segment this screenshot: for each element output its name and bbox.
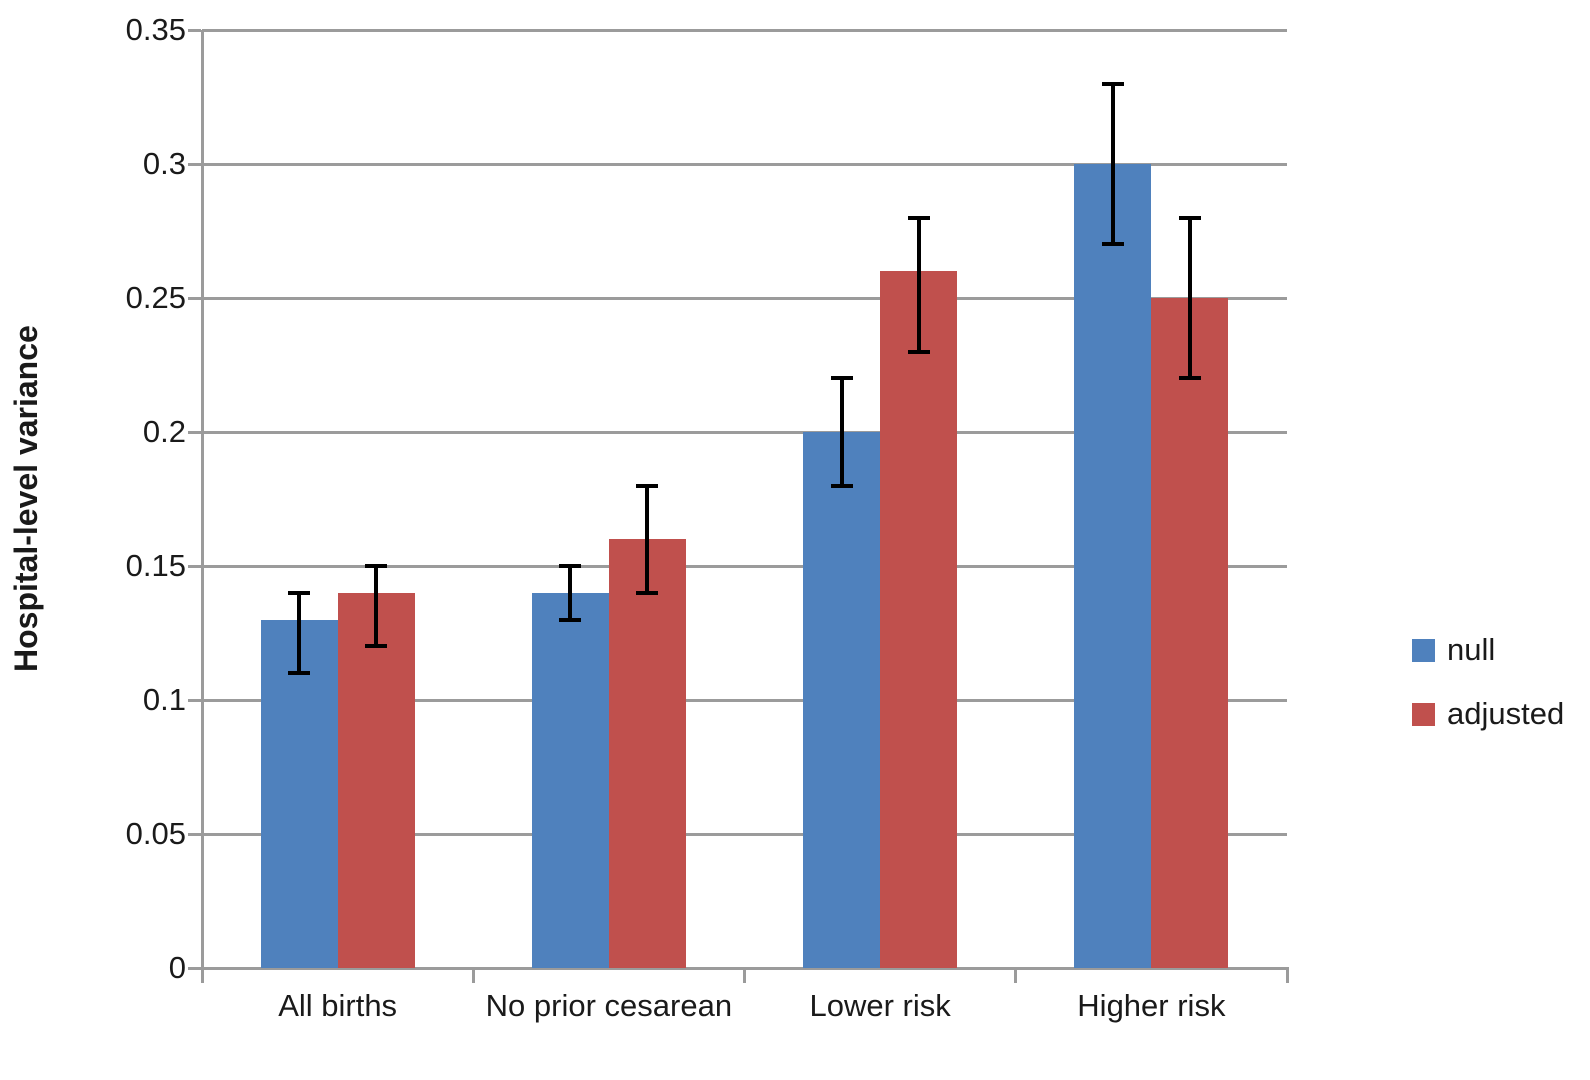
gridline <box>202 28 1287 32</box>
x-category-label: Higher risk <box>1077 988 1226 1023</box>
y-tick-label: 0.15 <box>125 548 186 583</box>
y-tick-label: 0.1 <box>142 682 186 717</box>
x-category-label: Lower risk <box>809 988 951 1023</box>
error-bar-adjusted <box>645 485 650 593</box>
error-bar-cap-top <box>636 483 659 488</box>
gridline <box>202 296 1287 300</box>
y-tick-label: 0 <box>168 950 186 985</box>
y-tick-label: 0.05 <box>125 816 186 851</box>
bar-null <box>531 592 609 968</box>
error-bar-cap-bottom <box>365 644 388 649</box>
legend-label: null <box>1447 632 1496 667</box>
y-axis-tick <box>188 832 201 836</box>
error-bar-cap-top <box>830 376 853 381</box>
legend-row: null <box>1412 628 1564 672</box>
x-axis-tick <box>1014 967 1018 983</box>
error-bar-cap-bottom <box>830 483 853 488</box>
x-axis-tick <box>200 967 204 983</box>
bar-adjusted <box>880 271 958 968</box>
error-bar-cap-bottom <box>1101 242 1124 247</box>
bar-adjusted <box>608 539 686 968</box>
y-tick-label: 0.3 <box>142 146 186 181</box>
error-bar-null <box>839 378 844 486</box>
error-bar-null <box>568 566 573 620</box>
y-axis-tick <box>188 296 201 300</box>
bar-adjusted <box>337 592 415 968</box>
error-bar-cap-bottom <box>907 349 930 354</box>
error-bar-cap-top <box>1101 81 1124 86</box>
error-bar-cap-bottom <box>1178 376 1201 381</box>
bar-adjusted <box>1151 298 1229 968</box>
y-axis-tick <box>188 162 201 166</box>
error-bar-cap-top <box>907 215 930 220</box>
gridline <box>202 698 1287 702</box>
y-tick-label: 0.35 <box>125 12 186 47</box>
gridline <box>202 564 1287 568</box>
error-bar-cap-top <box>1178 215 1201 220</box>
error-bar-null <box>297 592 302 674</box>
legend: null adjusted <box>1412 628 1564 756</box>
error-bar-adjusted <box>374 566 379 647</box>
plot-area <box>188 28 1289 983</box>
error-bar-cap-top <box>288 590 311 595</box>
y-axis-title: Hospital-level variance <box>8 325 44 673</box>
error-bar-null <box>1110 83 1115 245</box>
y-axis-tick <box>188 28 201 32</box>
error-bar-cap-bottom <box>288 671 311 676</box>
x-axis-tick <box>743 967 746 983</box>
gridline <box>202 430 1287 434</box>
x-axis-tick <box>1285 967 1289 983</box>
y-axis-tick <box>188 564 201 568</box>
gridline <box>202 832 1287 836</box>
x-category-label: No prior cesarean <box>485 988 733 1023</box>
error-bar-cap-bottom <box>559 617 582 622</box>
error-bar-adjusted <box>1187 217 1192 379</box>
bar-null <box>803 432 881 968</box>
error-bar-cap-top <box>559 564 582 568</box>
legend-label: adjusted <box>1447 696 1565 731</box>
gridline <box>202 162 1287 166</box>
y-axis-tick <box>188 698 201 702</box>
legend-swatch-null <box>1412 638 1435 662</box>
y-tick-label: 0.2 <box>142 414 186 449</box>
legend-swatch-adjusted <box>1412 702 1435 726</box>
x-axis-tick <box>471 967 475 983</box>
y-axis-line <box>201 30 204 970</box>
y-tick-label: 0.25 <box>125 280 186 315</box>
y-axis-tick <box>188 966 201 970</box>
error-bar-adjusted <box>916 217 921 352</box>
legend-row: adjusted <box>1412 692 1564 736</box>
error-bar-cap-top <box>365 564 388 568</box>
bar-null <box>1074 164 1152 968</box>
error-bar-cap-bottom <box>636 590 659 595</box>
x-category-label: All births <box>278 988 398 1023</box>
bar-null <box>260 619 338 968</box>
y-axis-tick <box>188 430 201 434</box>
